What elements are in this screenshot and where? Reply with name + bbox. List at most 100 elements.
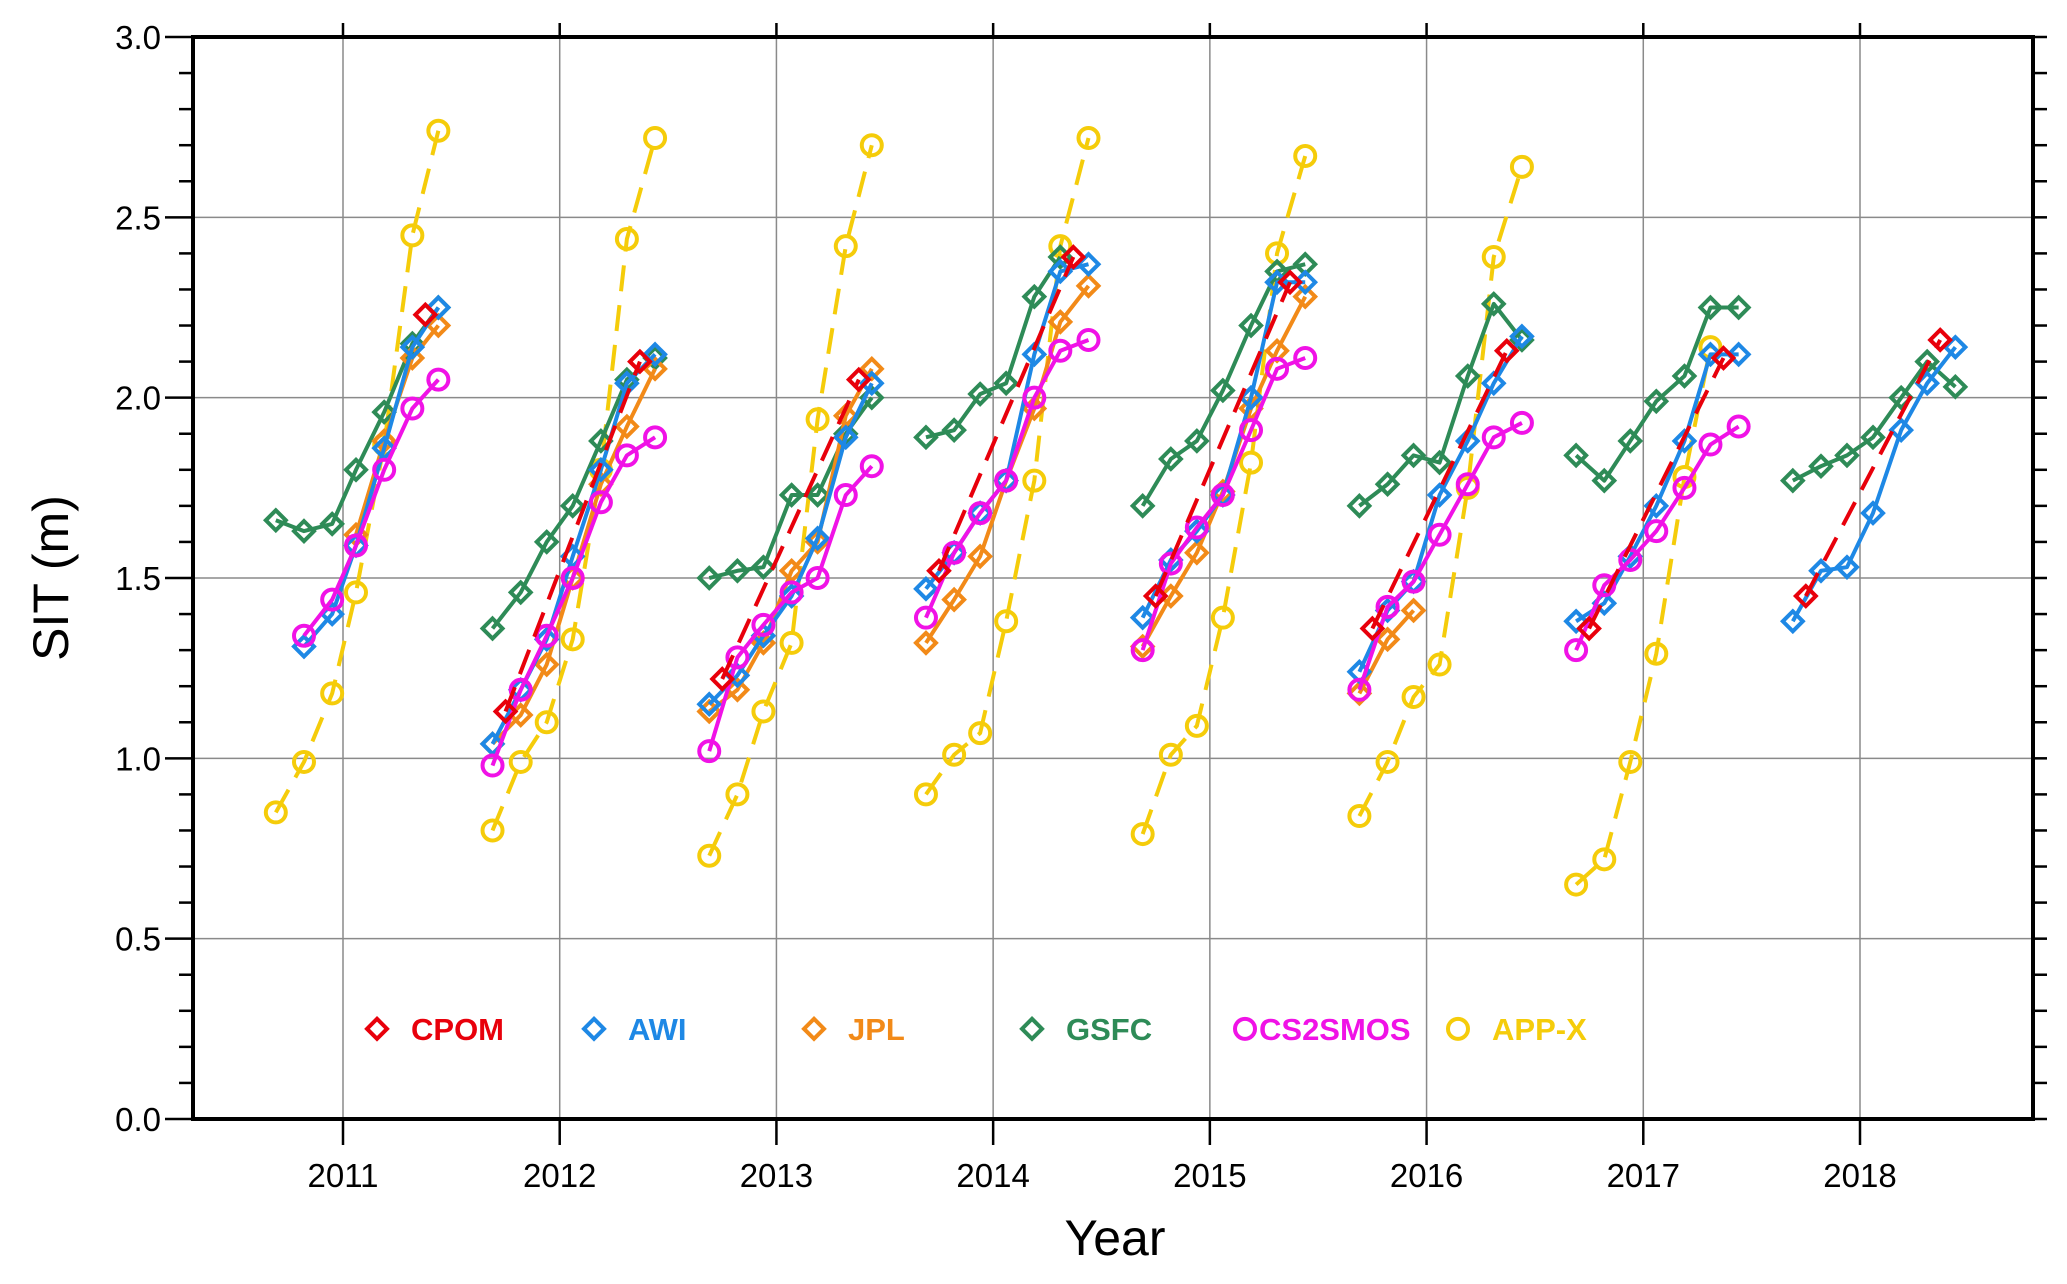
data-point-cs2smos (643, 425, 668, 450)
data-point-app-x (1130, 822, 1155, 847)
data-point-cs2smos (320, 587, 345, 612)
data-point-app-x (291, 749, 316, 774)
series-line-gsfc (1574, 305, 1739, 483)
y-tick-label: 3.0 (115, 19, 161, 56)
legend-label-app-x: APP-X (1492, 1012, 1587, 1047)
data-point-awi (1129, 604, 1156, 631)
legend-item-gsfc: GSFC (1019, 1012, 1152, 1047)
data-point-gsfc (479, 615, 506, 642)
data-point-cs2smos (1293, 345, 1318, 370)
series-line-app-x (1357, 166, 1524, 817)
data-point-awi (913, 575, 939, 602)
data-point-cs2smos (1022, 385, 1047, 410)
series-line-awi (1791, 345, 1957, 623)
data-point-jpl (1075, 273, 1102, 299)
data-point-gsfc (559, 493, 586, 519)
data-point-awi (1184, 518, 1210, 544)
data-point-cs2smos (1698, 432, 1723, 457)
data-point-app-x (1564, 872, 1589, 897)
data-point-cs2smos (994, 468, 1019, 493)
data-point-app-x (942, 742, 967, 767)
series-line-app-x (1574, 346, 1713, 887)
series-line-cpom (720, 378, 861, 680)
data-point-cs2smos (1726, 414, 1751, 439)
y-tick-label: 2.5 (115, 199, 161, 236)
legend-marker-cpom (364, 1016, 390, 1042)
series-line-jpl (708, 367, 874, 714)
data-point-cs2smos (1210, 483, 1235, 508)
data-point-cs2smos (1455, 472, 1480, 497)
legend-item-awi: AWI (581, 1012, 687, 1047)
data-point-awi (778, 583, 805, 609)
data-point-app-x (1509, 154, 1534, 179)
x-tick-label: 2014 (956, 1157, 1029, 1194)
y-tick-label: 2.0 (115, 380, 161, 417)
data-point-cpom (1927, 327, 1954, 353)
data-point-jpl (425, 312, 452, 339)
data-point-app-x (833, 234, 858, 259)
data-point-gsfc (941, 417, 967, 443)
data-point-cs2smos (480, 753, 505, 778)
y-axis: 0.0 0.5 1.0 1.5 2.0 2.5 3.0 (115, 19, 2047, 1138)
data-point-gsfc (1374, 471, 1401, 498)
data-point-app-x (1592, 847, 1617, 872)
data-point-gsfc (533, 529, 560, 555)
data-point-cs2smos (1564, 638, 1589, 663)
data-point-cs2smos (291, 623, 316, 648)
data-point-app-x (1076, 125, 1101, 150)
data-point-jpl (1346, 680, 1373, 707)
data-point-cpom (1792, 583, 1819, 609)
y-tick-label: 0.0 (115, 1101, 161, 1138)
data-point-jpl (1292, 283, 1319, 310)
data-point-gsfc (1480, 291, 1507, 317)
data-point-gsfc (1238, 312, 1264, 339)
series-app-x (263, 118, 1723, 897)
data-point-app-x (1293, 144, 1318, 169)
data-point-app-x (1022, 468, 1047, 493)
series-line-gsfc (490, 356, 657, 630)
x-tick-label: 2013 (740, 1157, 813, 1194)
data-point-cs2smos (1481, 425, 1506, 450)
data-point-cs2smos (588, 490, 613, 515)
legend-marker-cs2smos (1233, 1016, 1257, 1041)
data-point-gsfc (993, 370, 1019, 397)
data-point-awi (1671, 428, 1698, 454)
series-line-cs2smos (1574, 424, 1740, 651)
series-line-cs2smos (490, 435, 657, 767)
data-point-cs2smos (1048, 338, 1073, 363)
data-point-awi (724, 662, 751, 689)
data-point-gsfc (696, 565, 723, 591)
data-point-cpom (492, 698, 519, 725)
data-point-gsfc (1184, 428, 1210, 454)
data-point-cs2smos (697, 739, 722, 764)
data-point-gsfc (1643, 388, 1670, 415)
data-point-cs2smos (344, 533, 369, 558)
data-point-app-x (1644, 641, 1669, 666)
y-tick-label: 1.0 (115, 740, 161, 777)
data-point-jpl (533, 651, 560, 678)
series-line-cs2smos (302, 378, 440, 637)
series-line-cs2smos (1140, 356, 1306, 651)
series-layer (262, 118, 1969, 897)
data-point-cs2smos (508, 677, 533, 702)
data-point-gsfc (588, 428, 614, 454)
data-point-app-x (1347, 804, 1372, 829)
data-point-cs2smos (751, 612, 776, 637)
data-point-cs2smos (1184, 515, 1209, 540)
data-point-jpl (1184, 539, 1210, 566)
series-line-awi (707, 382, 874, 706)
data-point-cs2smos (968, 501, 993, 526)
data-point-awi (1779, 608, 1806, 635)
data-point-gsfc (343, 456, 369, 483)
data-point-app-x (1048, 234, 1073, 259)
data-point-cpom (412, 301, 439, 328)
data-point-awi (1021, 341, 1048, 368)
data-point-app-x (1184, 713, 1209, 738)
x-tick-label: 2018 (1823, 1157, 1896, 1194)
legend-marker-app-x (1446, 1016, 1470, 1041)
data-point-awi (1563, 608, 1589, 635)
data-point-awi (1725, 341, 1752, 368)
data-point-app-x (913, 782, 938, 807)
x-tick-label: 2011 (308, 1157, 379, 1194)
